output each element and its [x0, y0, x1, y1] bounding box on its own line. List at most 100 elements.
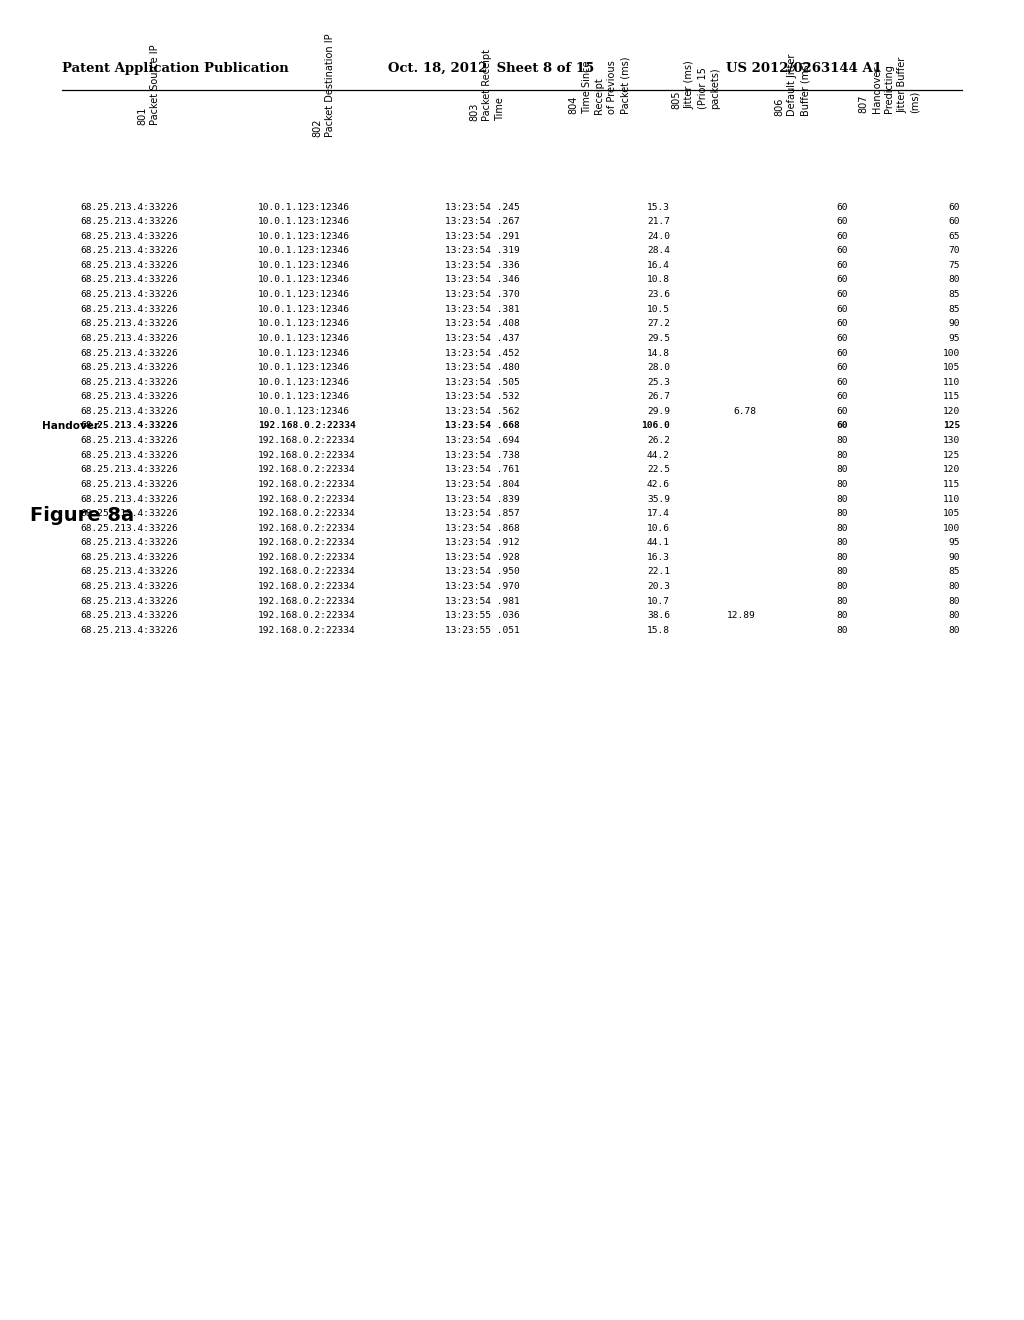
Text: 192.168.0.2:22334: 192.168.0.2:22334 — [258, 436, 355, 445]
Text: 26.2: 26.2 — [647, 436, 670, 445]
Text: 13:23:54 .868: 13:23:54 .868 — [445, 524, 520, 533]
Text: 10.0.1.123:12346: 10.0.1.123:12346 — [258, 407, 350, 416]
Text: 13:23:54 .912: 13:23:54 .912 — [445, 539, 520, 548]
Text: 13:23:54 .804: 13:23:54 .804 — [445, 480, 520, 488]
Text: 192.168.0.2:22334: 192.168.0.2:22334 — [258, 568, 355, 577]
Text: 80: 80 — [837, 597, 848, 606]
Text: 803
Packet Receipt
Time: 803 Packet Receipt Time — [469, 49, 505, 121]
Text: 44.2: 44.2 — [647, 450, 670, 459]
Text: 80: 80 — [837, 568, 848, 577]
Text: 13:23:55 .051: 13:23:55 .051 — [445, 626, 520, 635]
Text: 192.168.0.2:22334: 192.168.0.2:22334 — [258, 524, 355, 533]
Text: 28.0: 28.0 — [647, 363, 670, 372]
Text: 22.1: 22.1 — [647, 568, 670, 577]
Text: 68.25.213.4:33226: 68.25.213.4:33226 — [80, 334, 178, 343]
Text: 68.25.213.4:33226: 68.25.213.4:33226 — [80, 597, 178, 606]
Text: 95: 95 — [948, 334, 961, 343]
Text: 10.0.1.123:12346: 10.0.1.123:12346 — [258, 392, 350, 401]
Text: 29.9: 29.9 — [647, 407, 670, 416]
Text: 80: 80 — [837, 495, 848, 503]
Text: 80: 80 — [837, 553, 848, 562]
Text: 13:23:54 .319: 13:23:54 .319 — [445, 247, 520, 255]
Text: 60: 60 — [837, 421, 848, 430]
Text: 80: 80 — [837, 450, 848, 459]
Text: 68.25.213.4:33226: 68.25.213.4:33226 — [80, 319, 178, 329]
Text: 13:23:54 .562: 13:23:54 .562 — [445, 407, 520, 416]
Text: 80: 80 — [837, 611, 848, 620]
Text: 68.25.213.4:33226: 68.25.213.4:33226 — [80, 276, 178, 285]
Text: 60: 60 — [837, 290, 848, 300]
Text: 68.25.213.4:33226: 68.25.213.4:33226 — [80, 510, 178, 517]
Text: 60: 60 — [837, 261, 848, 269]
Text: 60: 60 — [837, 407, 848, 416]
Text: 80: 80 — [948, 597, 961, 606]
Text: 10.0.1.123:12346: 10.0.1.123:12346 — [258, 276, 350, 285]
Text: 125: 125 — [943, 450, 961, 459]
Text: 60: 60 — [837, 378, 848, 387]
Text: 13:23:54 .857: 13:23:54 .857 — [445, 510, 520, 517]
Text: 80: 80 — [948, 611, 961, 620]
Text: 804
Time Since
Receipt
of Previous
Packet (ms): 804 Time Since Receipt of Previous Packe… — [568, 57, 630, 114]
Text: 68.25.213.4:33226: 68.25.213.4:33226 — [80, 568, 178, 577]
Text: 24.0: 24.0 — [647, 232, 670, 240]
Text: 13:23:54 .381: 13:23:54 .381 — [445, 305, 520, 314]
Text: 44.1: 44.1 — [647, 539, 670, 548]
Text: 68.25.213.4:33226: 68.25.213.4:33226 — [80, 421, 178, 430]
Text: 120: 120 — [943, 465, 961, 474]
Text: 80: 80 — [837, 510, 848, 517]
Text: 80: 80 — [948, 276, 961, 285]
Text: 68.25.213.4:33226: 68.25.213.4:33226 — [80, 305, 178, 314]
Text: 68.25.213.4:33226: 68.25.213.4:33226 — [80, 247, 178, 255]
Text: 10.0.1.123:12346: 10.0.1.123:12346 — [258, 319, 350, 329]
Text: 105: 105 — [943, 363, 961, 372]
Text: 21.7: 21.7 — [647, 216, 670, 226]
Text: 15.3: 15.3 — [647, 202, 670, 211]
Text: 10.8: 10.8 — [647, 276, 670, 285]
Text: 13:23:54 .970: 13:23:54 .970 — [445, 582, 520, 591]
Text: 35.9: 35.9 — [647, 495, 670, 503]
Text: 10.0.1.123:12346: 10.0.1.123:12346 — [258, 378, 350, 387]
Text: 60: 60 — [837, 247, 848, 255]
Text: 10.0.1.123:12346: 10.0.1.123:12346 — [258, 363, 350, 372]
Text: 100: 100 — [943, 524, 961, 533]
Text: 75: 75 — [948, 261, 961, 269]
Text: 13:23:54 .370: 13:23:54 .370 — [445, 290, 520, 300]
Text: 60: 60 — [837, 392, 848, 401]
Text: 13:23:54 .981: 13:23:54 .981 — [445, 597, 520, 606]
Text: 85: 85 — [948, 568, 961, 577]
Text: 13:23:54 .505: 13:23:54 .505 — [445, 378, 520, 387]
Text: 80: 80 — [948, 626, 961, 635]
Text: 13:23:54 .346: 13:23:54 .346 — [445, 276, 520, 285]
Text: 68.25.213.4:33226: 68.25.213.4:33226 — [80, 553, 178, 562]
Text: 70: 70 — [948, 247, 961, 255]
Text: 192.168.0.2:22334: 192.168.0.2:22334 — [258, 582, 355, 591]
Text: 13:23:54 .245: 13:23:54 .245 — [445, 202, 520, 211]
Text: 90: 90 — [948, 319, 961, 329]
Text: 65: 65 — [948, 232, 961, 240]
Text: 125: 125 — [943, 421, 961, 430]
Text: 95: 95 — [948, 539, 961, 548]
Text: 13:23:54 .480: 13:23:54 .480 — [445, 363, 520, 372]
Text: 60: 60 — [837, 348, 848, 358]
Text: 801
Packet Source IP: 801 Packet Source IP — [137, 45, 160, 125]
Text: 27.2: 27.2 — [647, 319, 670, 329]
Text: 60: 60 — [948, 216, 961, 226]
Text: Figure 8a: Figure 8a — [30, 506, 134, 525]
Text: 80: 80 — [837, 436, 848, 445]
Text: 60: 60 — [837, 202, 848, 211]
Text: 110: 110 — [943, 378, 961, 387]
Text: 68.25.213.4:33226: 68.25.213.4:33226 — [80, 261, 178, 269]
Text: 13:23:54 .291: 13:23:54 .291 — [445, 232, 520, 240]
Text: 13:23:54 .668: 13:23:54 .668 — [445, 421, 520, 430]
Text: 68.25.213.4:33226: 68.25.213.4:33226 — [80, 232, 178, 240]
Text: 192.168.0.2:22334: 192.168.0.2:22334 — [258, 626, 355, 635]
Text: 13:23:54 .950: 13:23:54 .950 — [445, 568, 520, 577]
Text: 80: 80 — [837, 480, 848, 488]
Text: 68.25.213.4:33226: 68.25.213.4:33226 — [80, 290, 178, 300]
Text: 42.6: 42.6 — [647, 480, 670, 488]
Text: 60: 60 — [837, 216, 848, 226]
Text: 115: 115 — [943, 392, 961, 401]
Text: 10.6: 10.6 — [647, 524, 670, 533]
Text: 68.25.213.4:33226: 68.25.213.4:33226 — [80, 495, 178, 503]
Text: 192.168.0.2:22334: 192.168.0.2:22334 — [258, 450, 355, 459]
